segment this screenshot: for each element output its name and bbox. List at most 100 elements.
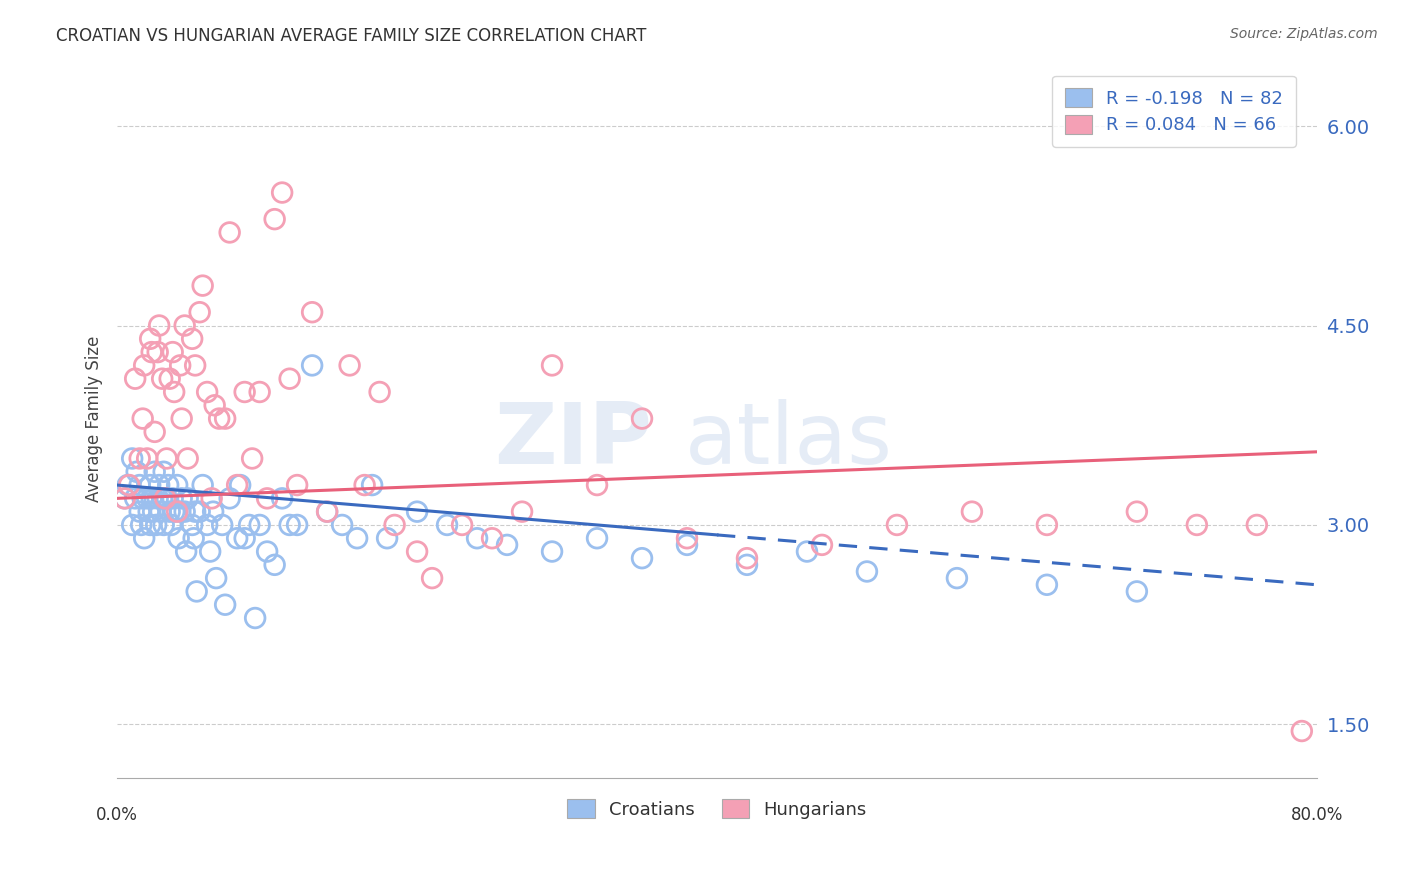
Point — [375, 531, 398, 545]
Point — [541, 359, 564, 373]
Point — [117, 478, 139, 492]
Point — [465, 531, 488, 545]
Point — [271, 491, 294, 506]
Point — [208, 411, 231, 425]
Point — [1036, 518, 1059, 533]
Point — [796, 544, 818, 558]
Point — [211, 518, 233, 533]
Point — [214, 598, 236, 612]
Point — [451, 518, 474, 533]
Point — [167, 531, 190, 545]
Point — [735, 551, 758, 566]
Point — [278, 518, 301, 533]
Y-axis label: Average Family Size: Average Family Size — [86, 335, 103, 502]
Point — [148, 318, 170, 333]
Legend: Croatians, Hungarians: Croatians, Hungarians — [560, 792, 873, 826]
Point — [301, 359, 323, 373]
Point — [181, 332, 204, 346]
Point — [121, 518, 143, 533]
Point — [1291, 724, 1313, 739]
Point — [156, 451, 179, 466]
Point — [184, 505, 207, 519]
Point — [631, 551, 654, 566]
Point — [136, 491, 159, 506]
Point — [128, 478, 150, 492]
Point — [166, 478, 188, 492]
Point — [676, 531, 699, 545]
Point — [139, 332, 162, 346]
Point — [152, 518, 174, 533]
Point — [256, 544, 278, 558]
Point — [346, 531, 368, 545]
Point — [631, 411, 654, 425]
Point — [124, 491, 146, 506]
Point — [541, 544, 564, 558]
Point — [1185, 518, 1208, 533]
Point — [146, 491, 169, 506]
Point — [128, 451, 150, 466]
Point — [128, 505, 150, 519]
Point — [229, 478, 252, 492]
Point — [188, 505, 211, 519]
Point — [150, 372, 173, 386]
Point — [384, 518, 406, 533]
Point — [114, 491, 136, 506]
Point — [125, 465, 148, 479]
Point — [1246, 518, 1268, 533]
Point — [233, 531, 256, 545]
Point — [339, 359, 361, 373]
Point — [420, 571, 443, 585]
Point — [129, 518, 152, 533]
Point — [243, 611, 266, 625]
Point — [183, 531, 205, 545]
Point — [205, 571, 228, 585]
Text: 80.0%: 80.0% — [1291, 806, 1343, 824]
Point — [173, 505, 195, 519]
Point — [198, 544, 221, 558]
Point — [124, 372, 146, 386]
Point — [1126, 505, 1149, 519]
Point — [160, 518, 183, 533]
Point — [330, 518, 353, 533]
Point — [263, 212, 285, 227]
Point — [169, 359, 191, 373]
Point — [201, 491, 224, 506]
Point — [226, 531, 249, 545]
Point — [138, 505, 160, 519]
Point — [163, 505, 186, 519]
Point — [249, 518, 271, 533]
Point — [143, 465, 166, 479]
Point — [301, 305, 323, 319]
Point — [173, 318, 195, 333]
Point — [361, 478, 384, 492]
Point — [1126, 584, 1149, 599]
Point — [149, 505, 172, 519]
Point — [162, 491, 184, 506]
Point — [136, 451, 159, 466]
Point — [204, 398, 226, 412]
Point — [960, 505, 983, 519]
Point — [170, 411, 193, 425]
Point — [218, 226, 240, 240]
Point — [186, 584, 208, 599]
Point — [143, 425, 166, 439]
Point — [226, 478, 249, 492]
Point — [146, 345, 169, 359]
Point — [368, 384, 391, 399]
Point — [202, 505, 225, 519]
Point — [191, 478, 214, 492]
Point — [496, 538, 519, 552]
Point — [856, 565, 879, 579]
Point — [131, 491, 153, 506]
Point — [316, 505, 339, 519]
Point — [139, 478, 162, 492]
Point — [676, 538, 699, 552]
Point — [170, 491, 193, 506]
Point — [481, 531, 503, 545]
Text: Source: ZipAtlas.com: Source: ZipAtlas.com — [1230, 27, 1378, 41]
Point — [353, 478, 375, 492]
Point — [406, 544, 429, 558]
Point — [176, 491, 198, 506]
Point — [148, 478, 170, 492]
Point — [157, 478, 180, 492]
